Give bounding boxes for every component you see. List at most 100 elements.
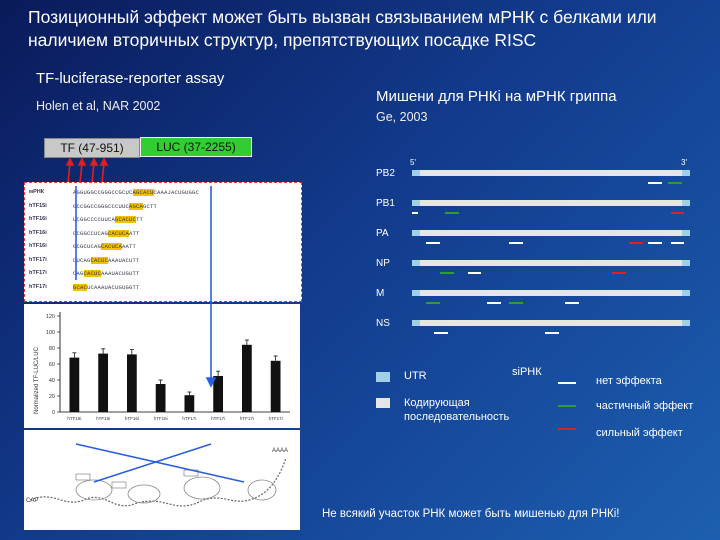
sirna-mark-none — [670, 242, 685, 244]
strong-effect-label: сильный эффект — [596, 427, 683, 439]
secondary-structure-panel: AAAA CAP — [24, 430, 300, 530]
coding-swatch — [376, 398, 390, 408]
utr-right — [682, 230, 690, 236]
gene-track — [412, 200, 690, 206]
bar — [270, 360, 281, 412]
sirna-mark-partial — [445, 212, 460, 214]
right-reference: Ge, 2003 — [376, 110, 428, 124]
tf-construct-box: TF (47-951) — [44, 138, 140, 158]
sirna-mark-none — [545, 332, 560, 334]
gene-label: NP — [376, 258, 390, 269]
sirna-mark-strong — [670, 212, 685, 214]
sirna-mark-none — [564, 302, 579, 304]
bar — [98, 353, 109, 412]
partial-effect-label: частичный эффект — [596, 400, 694, 412]
bar — [241, 344, 252, 412]
gene-track — [412, 320, 690, 326]
rna-secondary-structure: AAAA CAP — [26, 448, 288, 507]
utr-right — [682, 320, 690, 326]
utr-left — [412, 290, 420, 296]
utr-right — [682, 260, 690, 266]
sirna-mark-strong — [628, 242, 643, 244]
y-tick-label: 80 — [49, 346, 55, 352]
sequence-label: hTF16i — [29, 229, 47, 236]
assay-title: TF-luciferase-reporter assay — [36, 70, 225, 87]
x-tick-label: hTF15i — [67, 416, 81, 421]
five-prime-label: 5' — [410, 158, 416, 167]
gene-track — [412, 230, 690, 236]
bar — [213, 376, 224, 412]
sequence-text: CCGGCCUCAGCACUCAATT — [73, 229, 140, 237]
bar-chart-panel: 0 20 40 60 80 100 120 Normalized TF-LUC/LUC hTF1… — [24, 304, 300, 428]
left-reference: Holen et al, NAR 2002 — [36, 99, 161, 113]
coding-label: Кодирующая последовательность — [404, 397, 510, 423]
sirna-mark-none — [467, 272, 482, 274]
utr-label: UTR — [404, 370, 427, 382]
sirna-mark-none — [425, 242, 440, 244]
poly-a-label: AAAA — [272, 448, 288, 454]
gene-label: PB2 — [376, 168, 395, 179]
sequence-label: hTF17i — [29, 283, 47, 290]
gene-label: M — [376, 288, 385, 299]
sequence-text: UCGGCCCCUUCAGCACUCTT — [73, 216, 144, 223]
strong-effect-line — [558, 428, 576, 430]
utr-left — [412, 170, 420, 176]
utr-left — [412, 230, 420, 236]
y-tick-label: 100 — [46, 330, 55, 336]
sirna-mark-partial — [509, 302, 524, 304]
sequence-label: hTF17i — [29, 270, 47, 276]
bar — [184, 395, 195, 412]
utr-right — [682, 170, 690, 176]
sequence-label: hTF16i — [29, 216, 47, 222]
utr-right — [682, 290, 690, 296]
utr-left — [412, 320, 420, 326]
sequence-label: hTF15i — [29, 202, 47, 209]
sirna-label: siРНК — [512, 366, 542, 378]
sirna-mark-partial — [667, 182, 682, 184]
bar — [155, 384, 166, 412]
sirna-mark-none — [648, 242, 663, 244]
x-tick-label: hTF16i — [154, 416, 168, 421]
sequence-label: мРНК — [29, 189, 45, 195]
sequence-text: AGGUGGCCGGGCCGCUCAGCACUCAAAJACUGUGGC — [73, 189, 200, 196]
sirna-mark-partial — [439, 272, 454, 274]
sequence-label: hTF17i — [29, 256, 47, 263]
y-tick-label: 60 — [49, 362, 55, 368]
bar — [126, 354, 137, 412]
y-axis-title: Normalized TF-LUC/LUC — [34, 346, 40, 414]
gene-track — [412, 170, 690, 176]
sirna-mark-none — [509, 242, 524, 244]
sequence-text: GCGCUCAGCACUCAAATT — [73, 243, 137, 250]
sirna-mark-none — [487, 302, 501, 304]
bar — [69, 357, 80, 412]
sirna-mark-none — [434, 332, 449, 334]
gene-track — [412, 260, 690, 266]
x-tick-label: hTF17i — [211, 416, 225, 421]
sirna-mark-partial — [425, 302, 440, 304]
footer-note: Не всякий участок РНК может быть мишенью… — [322, 508, 620, 520]
gene-label: PB1 — [376, 198, 395, 209]
sirna-mark-strong — [612, 272, 627, 274]
utr-swatch — [376, 372, 390, 382]
right-title: Мишени для РНКi на мРНК гриппа — [376, 88, 617, 105]
partial-effect-line — [558, 405, 576, 407]
utr-right — [682, 200, 690, 206]
sequence-text: CAGCACUCAAAUACUGUTT — [73, 270, 140, 277]
connector-lines — [75, 186, 245, 483]
x-tick-label: hTF17i — [269, 416, 283, 421]
target-arrows — [65, 157, 109, 184]
x-tick-label: hTF17i — [182, 416, 196, 421]
three-prime-label: 3' — [681, 158, 687, 167]
gene-label: NS — [376, 318, 390, 329]
y-tick-label: 120 — [46, 314, 55, 320]
slide-title: Позиционный эффект может быть вызван свя… — [28, 7, 657, 50]
sirna-mark-none — [648, 182, 663, 184]
utr-left — [412, 260, 420, 266]
x-tick-label: hTF16i — [125, 416, 139, 421]
sequence-text: CUCAGCACUCAAAUACUTT — [73, 256, 140, 264]
no-effect-label: нет эффекта — [596, 375, 662, 387]
sequence-text: GCCGGCCGGGCCCUUCAGCAGCTT — [73, 202, 158, 210]
sequence-text: GCACUCAAAUACUGUGGTT — [73, 283, 140, 291]
y-tick-label: 20 — [49, 394, 55, 400]
luc-construct-box: LUC (37-2255) — [140, 137, 252, 157]
